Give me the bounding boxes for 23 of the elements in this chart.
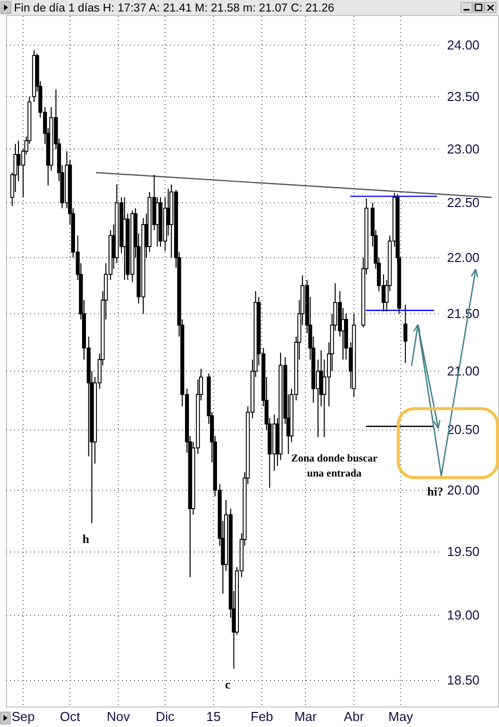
x-tick-label: Dic: [156, 709, 176, 724]
y-tick-label: 24.00: [447, 37, 480, 52]
y-tick-label: 22.50: [447, 194, 480, 210]
y-tick-label: 19.50: [447, 544, 480, 560]
x-tick-label: Nov: [106, 709, 130, 724]
x-tick-label: Abr: [344, 709, 365, 724]
x-tick-label: May: [388, 709, 414, 724]
x-tick-label: Feb: [250, 709, 274, 724]
x-tick-label: 15: [206, 709, 221, 724]
x-tick-label: Oct: [60, 709, 80, 724]
annotation: h: [82, 532, 90, 546]
annotation: c: [225, 677, 232, 692]
x-tick-label: Sep: [12, 709, 35, 724]
y-tick-label: 22.00: [447, 250, 480, 265]
x-tick-label: Mar: [294, 709, 318, 724]
y-tick-label: 18.50: [447, 672, 480, 688]
annotation: hi?: [427, 484, 444, 498]
y-tick-label: 19.00: [447, 608, 480, 623]
y-tick-label: 23.00: [447, 141, 480, 156]
y-tick-label: 20.00: [447, 482, 480, 498]
y-tick-label: 23.50: [447, 88, 480, 104]
annotation: Zona donde buscar una entrada: [291, 454, 378, 480]
chart-title: Fin de día 1 días H: 17:37 A: 21.41 M: 21.58 m: 21.07 C: 21.26: [14, 2, 334, 14]
